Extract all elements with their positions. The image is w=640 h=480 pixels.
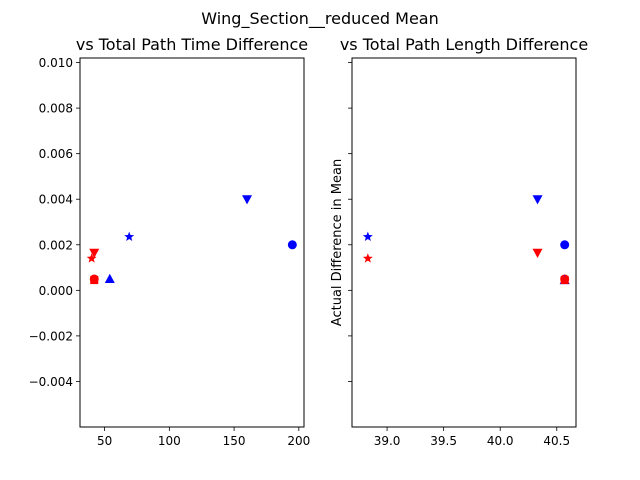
- data-point: [86, 253, 97, 263]
- figure-suptitle: Wing_Section__reduced Mean: [201, 9, 439, 29]
- data-point: [560, 240, 570, 250]
- data-point: [560, 276, 569, 285]
- x-tick-label: 150: [223, 434, 246, 448]
- x-tick-label: 50: [97, 434, 112, 448]
- subplot-title: vs Total Path Time Difference: [76, 35, 308, 54]
- x-tick-label: 40.5: [543, 434, 570, 448]
- x-tick-label: 200: [287, 434, 310, 448]
- data-point: [89, 248, 100, 258]
- y-tick-label: 0.004: [39, 193, 73, 207]
- right-subplot: vs Total Path Length Difference 39.0 39.5 4…: [330, 35, 588, 448]
- y-tick-label: 0.000: [39, 284, 73, 298]
- subplot-title: vs Total Path Length Difference: [340, 35, 588, 54]
- y-tick-label: 0.008: [39, 102, 73, 116]
- data-point: [90, 276, 99, 285]
- y-axis-label: Actual Difference in Mean: [330, 159, 345, 326]
- data-point: [287, 240, 297, 250]
- data-point: [532, 195, 543, 205]
- left-subplot: vs Total Path Time Difference 50 100 150 200…: [29, 35, 311, 448]
- x-tick-label: 100: [158, 434, 181, 448]
- data-point: [104, 273, 115, 283]
- data-point: [362, 231, 373, 242]
- plot-frame: [79, 57, 305, 428]
- plot-frame: [351, 57, 577, 428]
- y-tick-label: 0.002: [39, 238, 73, 252]
- y-tick-label: −0.002: [29, 329, 73, 343]
- y-tick-label: 0.006: [39, 147, 73, 161]
- y-tick-label: 0.010: [39, 56, 73, 70]
- y-tick-label: −0.004: [29, 375, 73, 389]
- x-tick-label: 39.5: [430, 434, 457, 448]
- data-point: [362, 253, 373, 263]
- data-point: [242, 195, 253, 205]
- data-point: [532, 248, 543, 258]
- x-tick-label: 40.0: [487, 434, 514, 448]
- x-tick-label: 39.0: [374, 434, 401, 448]
- data-point: [124, 231, 135, 242]
